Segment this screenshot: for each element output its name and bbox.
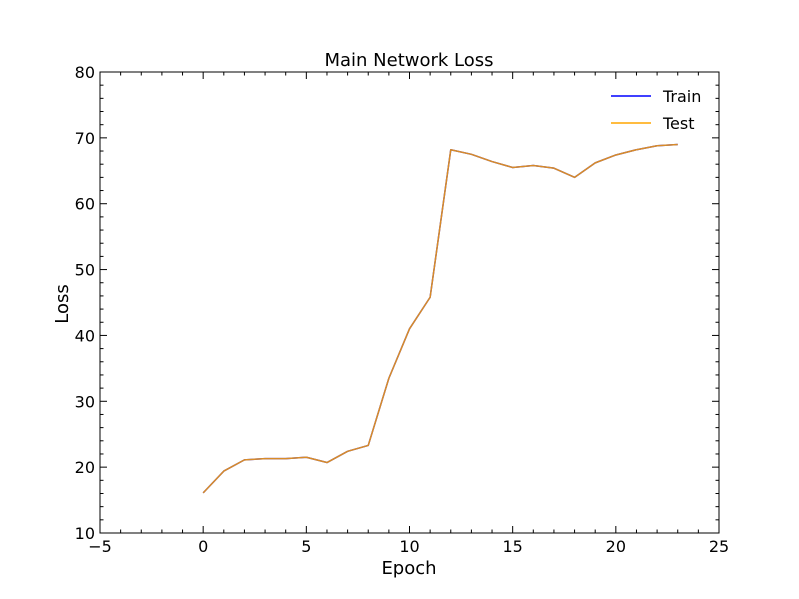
chart-title: Main Network Loss — [324, 50, 493, 71]
y-tick-label: 70 — [75, 129, 95, 148]
x-tick-label: 5 — [301, 537, 311, 556]
x-axis: −5 0 5 10 15 20 25 — [88, 72, 729, 556]
x-tick-label: 25 — [709, 537, 729, 556]
y-tick-label: 10 — [75, 524, 95, 543]
plot-frame — [99, 71, 720, 534]
series-layer — [202, 143, 678, 494]
plot-area — [99, 71, 720, 534]
y-tick-label: 20 — [75, 458, 95, 477]
series-line-test — [202, 143, 678, 494]
x-tick-label: 15 — [502, 537, 522, 556]
y-tick-label: 60 — [75, 195, 95, 214]
x-tick-label: −5 — [88, 537, 112, 556]
y-tick-label: 50 — [75, 261, 95, 280]
legend-label-train: Train — [662, 87, 701, 106]
series-line-train — [202, 143, 678, 494]
y-tick-label: 30 — [75, 392, 95, 411]
y-tick-label: 40 — [75, 326, 95, 345]
y-tick-label: 80 — [75, 63, 95, 82]
y-axis-label: Loss — [52, 284, 73, 323]
legend-label-test: Test — [662, 114, 695, 133]
x-tick-label: 20 — [606, 537, 626, 556]
x-tick-label: 10 — [399, 537, 419, 556]
legend: Train Test — [611, 87, 701, 133]
y-axis: 10 20 30 40 50 60 70 80 — [75, 63, 719, 543]
x-tick-label: 0 — [198, 537, 208, 556]
x-axis-label: Epoch — [381, 558, 436, 579]
